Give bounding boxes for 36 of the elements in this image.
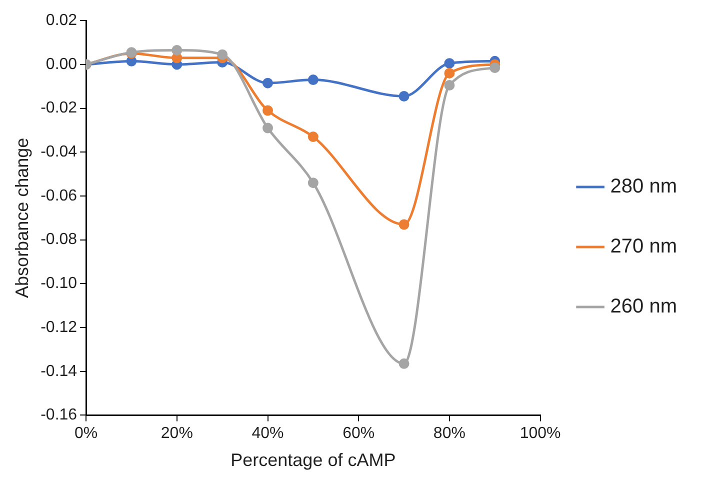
x-axis-title: Percentage of cAMP — [230, 450, 396, 470]
x-tick-label: 0% — [74, 425, 98, 442]
x-tick-label: 20% — [160, 425, 193, 442]
point — [172, 44, 182, 56]
point — [217, 49, 228, 60]
y-tick-label: -0.08 — [40, 231, 78, 248]
point — [262, 78, 274, 88]
point — [444, 68, 455, 78]
y-tick-label: -0.12 — [40, 318, 78, 336]
point — [398, 358, 410, 369]
y-tick-label: 0.00 — [46, 56, 78, 73]
point — [262, 122, 274, 134]
point — [308, 178, 318, 188]
y-tick-label: -0.02 — [40, 100, 78, 117]
y-tick-label: -0.04 — [40, 144, 78, 161]
y-axis-title: Absorbance change — [12, 138, 32, 298]
y-tick-label: -0.14 — [40, 362, 78, 380]
x-tick-label: 60% — [342, 425, 375, 442]
y-tick-label: 0.02 — [46, 12, 78, 30]
point — [490, 62, 500, 73]
legend-label: 260 nm — [610, 296, 678, 318]
x-tick-label: 40% — [252, 425, 284, 442]
x-tick-label: 100% — [520, 425, 561, 442]
legend-label: 280 nm — [610, 176, 678, 198]
legend-label: 270 nm — [610, 236, 678, 258]
point — [398, 90, 410, 102]
y-tick-label: -0.06 — [40, 187, 78, 204]
point — [262, 105, 274, 116]
y-tick-label: -0.10 — [40, 275, 78, 292]
point — [444, 58, 455, 69]
point — [444, 80, 455, 91]
point — [398, 219, 410, 230]
point — [308, 132, 318, 142]
x-tick-label: 80% — [433, 425, 466, 442]
y-tick-label: -0.16 — [40, 406, 78, 424]
point — [308, 74, 318, 86]
